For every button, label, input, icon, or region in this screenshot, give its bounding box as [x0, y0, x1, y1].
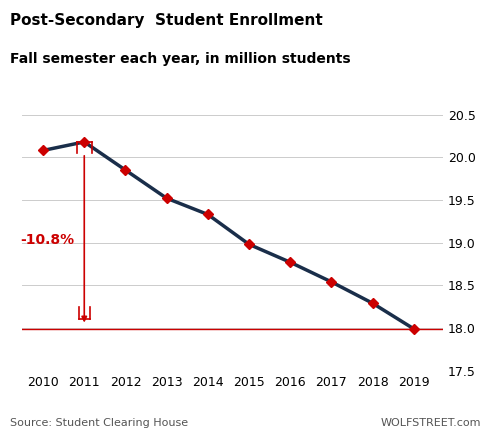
Text: Fall semester each year, in million students: Fall semester each year, in million stud…	[10, 52, 351, 66]
Text: -10.8%: -10.8%	[20, 233, 74, 247]
Text: WOLFSTREET.com: WOLFSTREET.com	[381, 418, 481, 428]
Text: Source: Student Clearing House: Source: Student Clearing House	[10, 418, 188, 428]
Text: Post-Secondary  Student Enrollment: Post-Secondary Student Enrollment	[10, 13, 323, 28]
